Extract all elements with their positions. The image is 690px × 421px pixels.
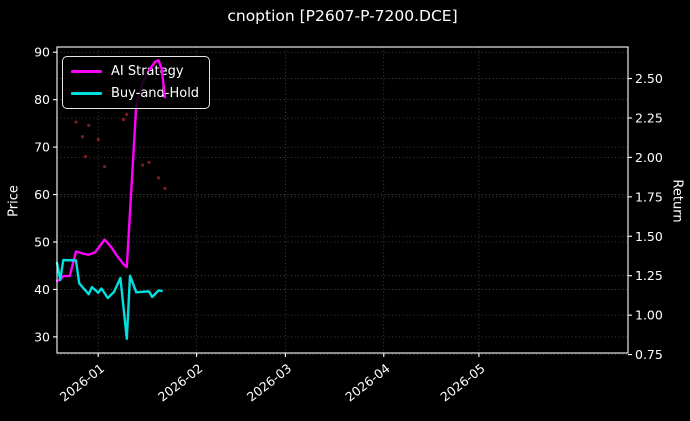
signal-dot [96,137,100,142]
price-tick-label: 60 [34,187,50,202]
signal-dot [125,112,129,116]
signal-dots [74,112,167,190]
price-tick-label: 70 [34,140,50,155]
legend-label-buy-and-hold: Buy-and-Hold [111,86,200,101]
signal-dot [103,165,107,169]
legend-item-ai-strategy: AI Strategy [71,62,199,81]
signal-dot [74,120,78,124]
return-tick-label: 1.50 [635,229,663,244]
series-line-buy-and-hold [55,258,163,340]
signal-dot [80,135,84,139]
return-tick-label: 1.75 [635,189,663,204]
price-tick-label: 90 [34,45,50,60]
legend-swatch-buy-and-hold [71,92,102,95]
price-tick-label: 50 [34,234,50,249]
signal-dot [141,163,145,167]
date-tick-label: 2026-04 [342,361,392,405]
signal-dot [122,118,126,122]
legend-swatch-ai-strategy [71,70,102,73]
price-tick-label: 80 [34,92,50,107]
return-tick-label: 2.50 [635,71,663,86]
axes-spines [56,46,629,354]
signal-dot [83,155,88,159]
legend-label-ai-strategy: AI Strategy [111,64,184,79]
date-tick-label: 2026-01 [57,361,107,405]
return-tick-label: 2.00 [635,150,663,165]
signal-dot [87,123,91,127]
legend-item-buy-and-hold: Buy-and-Hold [71,84,199,103]
price-tick-label: 30 [34,329,50,344]
price-tick-label: 40 [34,282,50,297]
chart-title: cnoption [P2607-P-7200.DCE] [227,7,458,25]
return-tick-label: 1.25 [635,268,663,283]
date-tick-label: 2026-02 [155,361,205,405]
return-tick-label: 0.75 [635,347,663,362]
date-tick-label: 2026-05 [437,361,487,405]
legend: AI Strategy Buy-and-Hold [62,56,211,109]
signal-dot [156,176,161,180]
signal-dot [163,186,167,190]
return-tick-label: 1.00 [635,308,663,323]
return-tick-label: 2.25 [635,110,663,125]
axis-ticks [53,51,632,357]
date-tick-label: 2026-03 [244,361,294,405]
signal-dot [147,160,151,164]
